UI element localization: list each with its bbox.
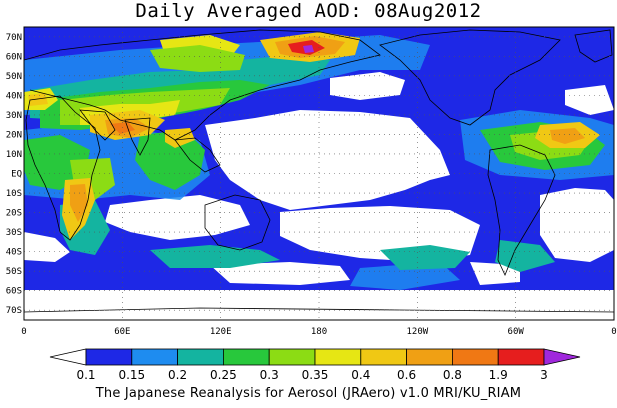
colorbar-low-arrow [49, 348, 87, 366]
colorbar-swatch [497, 348, 545, 366]
lat-tick-label: 40N [6, 91, 22, 101]
lat-tick-label: 60N [6, 52, 22, 62]
lat-tick-label: 30S [6, 228, 22, 238]
lat-tick-label: EQ [11, 170, 22, 180]
lon-tick-label: 60E [114, 327, 130, 337]
colorbar-label: 0.2 [168, 368, 187, 382]
lon-tick-label: 0 [21, 327, 26, 337]
colorbar-swatch [131, 348, 179, 366]
lat-tick-label: 50S [6, 267, 22, 277]
coastlines [24, 29, 614, 313]
lat-tick-label: 70N [6, 33, 22, 43]
colorbar-labels: 0.1 0.15 0.2 0.25 0.3 0.35 0.4 0.6 0.8 1.9 3 [76, 368, 547, 382]
colorbar-label: 0.6 [397, 368, 416, 382]
colorbar-swatch [406, 348, 453, 366]
colorbar [49, 348, 581, 366]
lon-tick-label: 120E [210, 327, 232, 337]
colorbar-label: 1.9 [489, 368, 508, 382]
lon-tick-label: 180 [311, 327, 327, 337]
colorbar-label: 0.35 [302, 368, 329, 382]
lat-tick-label: 40S [6, 248, 22, 258]
colorbar-label: 0.3 [260, 368, 279, 382]
colorbar-label: 0.1 [76, 368, 95, 382]
colorbar-label: 0.25 [210, 368, 237, 382]
lat-tick-label: 20S [6, 209, 22, 219]
colorbar-label: 0.8 [443, 368, 462, 382]
colorbar-swatch [268, 348, 316, 366]
map-frame [23, 26, 615, 321]
colorbar-swatch [222, 348, 270, 366]
lon-tick-label: 0 [611, 327, 616, 337]
colorbar-label: 0.15 [118, 368, 145, 382]
lat-tick-label: 10S [6, 189, 22, 199]
colorbar-swatch [177, 348, 224, 366]
latitude-labels: 70N 60N 50N 40N 30N 20N 10N EQ 10S 20S 30S 40S 50S 60… [6, 33, 22, 316]
lon-tick-label: 120W [406, 327, 428, 337]
aod-field [24, 27, 614, 320]
lat-tick-label: 60S [6, 287, 22, 297]
colorbar-label: 0.4 [351, 368, 370, 382]
lat-tick-label: 10N [6, 150, 22, 160]
map-grid [24, 27, 614, 320]
lat-tick-label: 70S [6, 306, 22, 316]
lat-tick-label: 50N [6, 72, 22, 82]
lon-tick-label: 60W [508, 327, 525, 337]
map-title: Daily Averaged AOD: 08Aug2012 [135, 0, 482, 22]
colorbar-high-arrow [543, 348, 581, 366]
colorbar-swatch [360, 348, 407, 366]
colorbar-swatch [451, 348, 499, 366]
lat-tick-label: 20N [6, 130, 22, 140]
colorbar-label: 3 [540, 368, 548, 382]
credit-line: The Japanese Reanalysis for Aerosol (JRA… [95, 386, 522, 401]
colorbar-swatch [314, 348, 362, 366]
lat-tick-label: 30N [6, 111, 22, 121]
longitude-labels: 0 60E 120E 180 120W 60W 0 [21, 327, 616, 337]
colorbar-swatch [85, 348, 133, 366]
